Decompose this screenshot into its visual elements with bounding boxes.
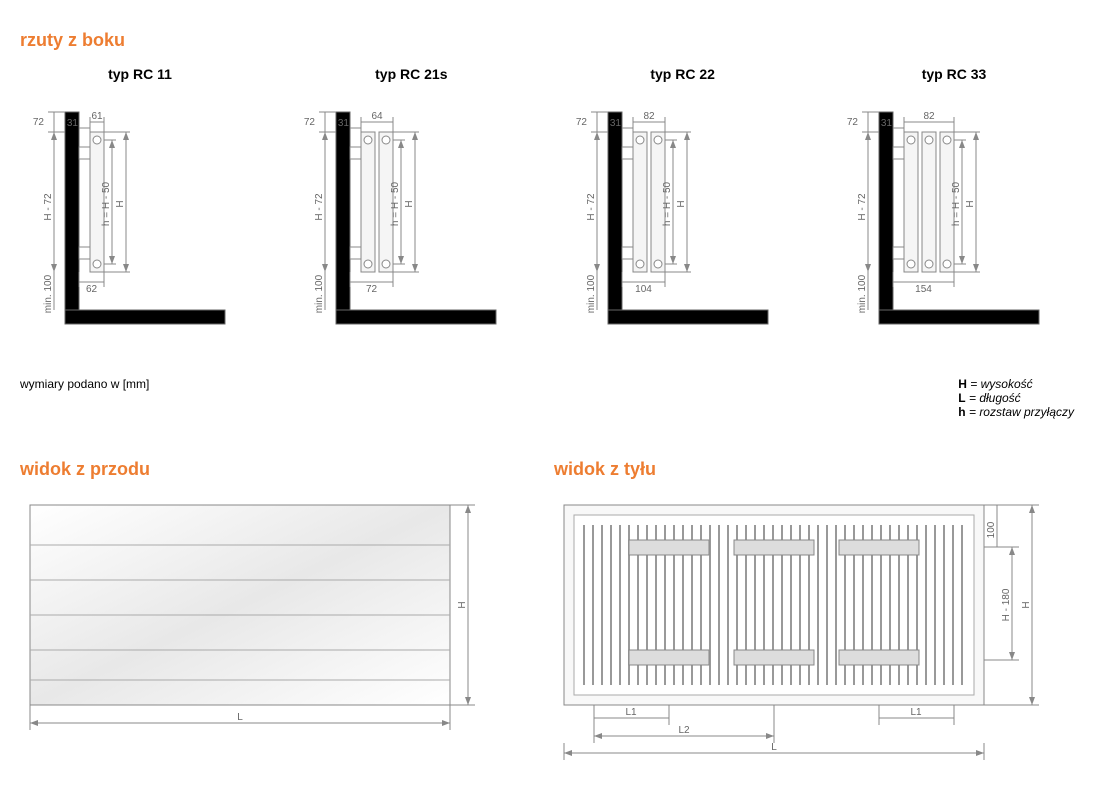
svg-text:L1: L1 <box>625 707 637 718</box>
svg-text:64: 64 <box>372 111 384 122</box>
svg-text:H - 72: H - 72 <box>314 193 325 221</box>
bottom-row: widok z przodu L <box>20 449 1074 780</box>
svg-text:31: 31 <box>67 118 79 129</box>
svg-text:H - 72: H - 72 <box>857 193 868 221</box>
svg-text:H: H <box>676 200 687 207</box>
svg-text:H: H <box>404 200 415 207</box>
section-title-back: widok z tyłu <box>554 459 1074 480</box>
side-view: typ RC 22 82 31 72 H - 72 min. 100 h = H… <box>563 66 803 362</box>
svg-text:31: 31 <box>610 118 622 129</box>
type-label: typ RC 21s <box>291 66 531 82</box>
svg-text:72: 72 <box>366 284 378 295</box>
back-view-svg: 100 H - 180 H L1 L1 <box>554 495 1074 775</box>
svg-text:H: H <box>457 601 468 608</box>
svg-text:104: 104 <box>635 284 652 295</box>
svg-text:H: H <box>115 200 126 207</box>
type-label: typ RC 11 <box>20 66 260 82</box>
svg-text:h = H - 50: h = H - 50 <box>951 181 962 226</box>
svg-text:L2: L2 <box>678 725 690 736</box>
section-title-front: widok z przodu <box>20 459 524 480</box>
svg-text:L1: L1 <box>910 707 922 718</box>
svg-text:min. 100: min. 100 <box>857 274 868 313</box>
svg-text:72: 72 <box>304 117 316 128</box>
svg-text:L: L <box>237 712 243 723</box>
svg-text:H - 180: H - 180 <box>1001 588 1012 621</box>
footer-row: wymiary podano w [mm] H = wysokość L = d… <box>20 377 1074 419</box>
svg-text:H: H <box>965 200 976 207</box>
type-label: typ RC 33 <box>834 66 1074 82</box>
svg-text:100: 100 <box>986 521 997 538</box>
svg-text:h = H - 50: h = H - 50 <box>101 181 112 226</box>
svg-text:min. 100: min. 100 <box>314 274 325 313</box>
section-title-side: rzuty z boku <box>20 30 1074 51</box>
svg-text:62: 62 <box>86 284 98 295</box>
svg-text:31: 31 <box>338 118 350 129</box>
dimensions-note: wymiary podano w [mm] <box>20 377 149 419</box>
svg-text:H - 72: H - 72 <box>43 193 54 221</box>
side-view: typ RC 21s 64 31 72 H - 72 min. 100 h = … <box>291 66 531 362</box>
svg-text:72: 72 <box>847 117 859 128</box>
side-views-row: typ RC 11 61 31 72 H - 72 min. 100 h = H… <box>20 66 1074 362</box>
svg-text:31: 31 <box>881 118 893 129</box>
type-label: typ RC 22 <box>563 66 803 82</box>
front-view-svg: L H <box>20 495 500 755</box>
legend: H = wysokość L = długość h = rozstaw prz… <box>958 377 1074 419</box>
svg-text:L: L <box>771 742 777 753</box>
side-view: typ RC 11 61 31 72 H - 72 min. 100 h = H… <box>20 66 260 362</box>
svg-text:H: H <box>1021 601 1032 608</box>
svg-text:82: 82 <box>643 111 655 122</box>
svg-text:H - 72: H - 72 <box>586 193 597 221</box>
svg-text:72: 72 <box>33 117 45 128</box>
svg-text:min. 100: min. 100 <box>43 274 54 313</box>
svg-text:82: 82 <box>923 111 935 122</box>
svg-text:min. 100: min. 100 <box>586 274 597 313</box>
side-view: typ RC 33 82 31 72 H - 72 min. 100 h = H… <box>834 66 1074 362</box>
svg-text:h = H - 50: h = H - 50 <box>662 181 673 226</box>
svg-text:61: 61 <box>91 111 103 122</box>
svg-text:h = H - 50: h = H - 50 <box>390 181 401 226</box>
svg-text:72: 72 <box>576 117 588 128</box>
svg-text:154: 154 <box>915 284 932 295</box>
